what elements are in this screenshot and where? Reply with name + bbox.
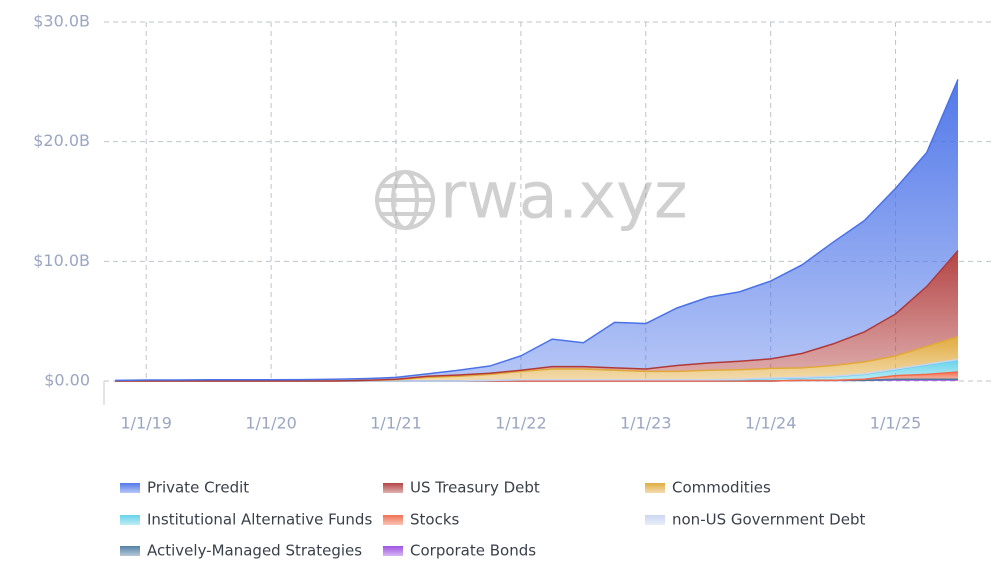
x-tick-label: 1/1/23	[620, 414, 672, 433]
watermark-logo	[375, 170, 435, 230]
legend-label: Corporate Bonds	[410, 542, 536, 560]
y-tick-label: $20.0B	[33, 131, 90, 150]
legend-swatch	[383, 546, 403, 556]
area-line	[114, 79, 959, 382]
x-tick-label: 1/1/24	[745, 414, 797, 433]
legend-swatch	[645, 515, 665, 525]
x-tick-label: 1/1/19	[120, 414, 172, 433]
x-tick-label: 1/1/22	[495, 414, 547, 433]
legend-label: Actively-Managed Strategies	[147, 542, 362, 560]
watermark: rwa.xyz	[440, 160, 688, 234]
legend-label: Stocks	[410, 511, 460, 529]
x-tick-label: 1/1/20	[245, 414, 297, 433]
legend-swatch	[645, 483, 665, 493]
legend-swatch	[120, 515, 140, 525]
y-tick-label: $10.0B	[33, 251, 90, 270]
y-tick-label: $0.00	[44, 371, 90, 390]
legend-label: Commodities	[672, 479, 771, 497]
legend-swatch	[120, 546, 140, 556]
area-fill	[115, 79, 958, 381]
legend-swatch	[120, 483, 140, 493]
legend-label: Private Credit	[147, 479, 249, 497]
x-tick-label: 1/1/21	[370, 414, 422, 433]
legend-label: US Treasury Debt	[410, 479, 540, 497]
legend-label: Institutional Alternative Funds	[147, 511, 372, 529]
area-line	[115, 250, 959, 382]
y-tick-label: $30.0B	[33, 12, 90, 31]
legend-label: non-US Government Debt	[672, 511, 865, 529]
legend-swatch	[383, 515, 403, 525]
x-tick-label: 1/1/25	[870, 414, 922, 433]
legend-swatch	[383, 483, 403, 493]
